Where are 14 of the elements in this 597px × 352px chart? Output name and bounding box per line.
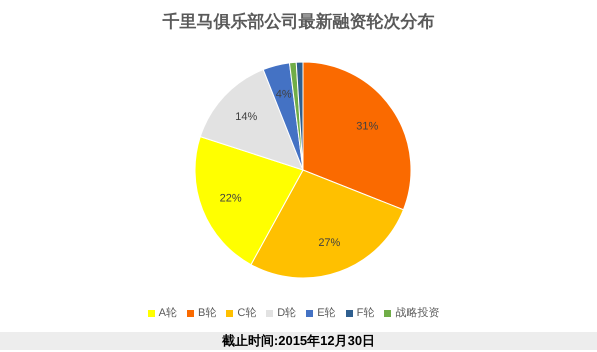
legend-label: E轮 [317,307,336,319]
text: 截止时间:2015年12月30日 [0,332,597,350]
legend-label: C轮 [237,307,256,319]
data-label: 22% [220,192,242,205]
legend-label: A轮 [158,307,177,319]
data-label: 14% [235,110,258,123]
legend-label: B轮 [198,307,216,319]
chart-title: 千里马俱乐部公司最新融资轮次分布 [162,11,436,33]
legend-label: D轮 [277,307,296,319]
data-label: 31% [356,120,379,132]
data-label: 4% [276,88,292,101]
legend-label: 战略投资 [395,307,440,319]
legend-label: F轮 [356,307,374,319]
data-label: 27% [318,237,341,250]
